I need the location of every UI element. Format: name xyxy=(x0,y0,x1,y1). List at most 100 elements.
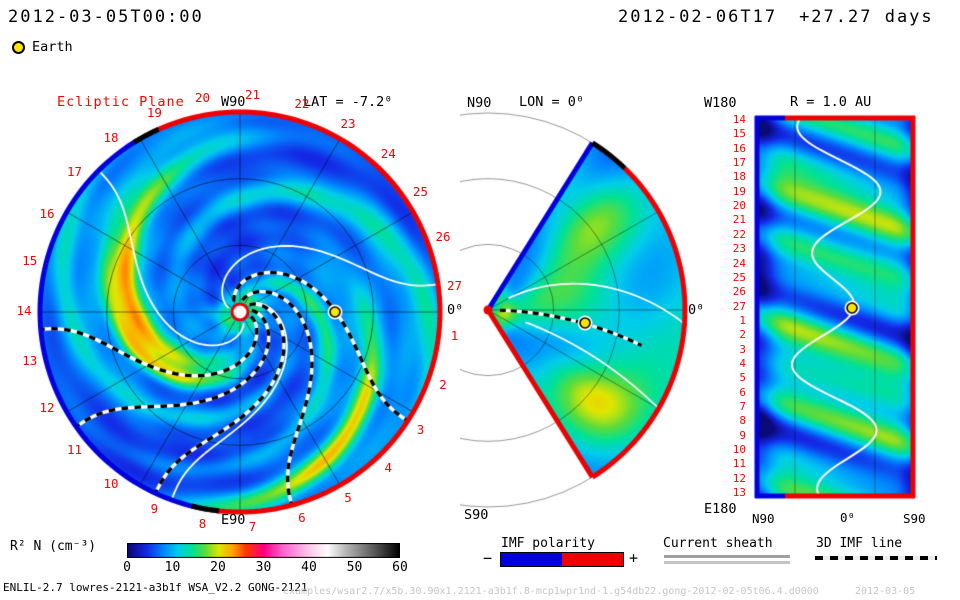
radial-day-tick: 23 xyxy=(732,242,746,256)
radial-day-tick: 26 xyxy=(732,285,746,299)
radial-xtick-zero: 0⁰ xyxy=(840,510,856,525)
ecliptic-day-tick: 21 xyxy=(245,87,261,103)
earth-legend-icon xyxy=(12,41,25,54)
ecliptic-day-tick: 13 xyxy=(22,352,38,368)
colorbar-tick: 10 xyxy=(164,560,181,575)
ecliptic-axis-top: W90 xyxy=(221,94,246,110)
radial-day-tick: 24 xyxy=(732,256,746,270)
meridional-axis-right: 0⁰ xyxy=(688,302,705,318)
ecliptic-day-tick: 24 xyxy=(380,145,396,161)
imf-plus-sign: + xyxy=(629,549,639,567)
ecliptic-day-tick: 8 xyxy=(198,515,207,531)
earth-legend-label: Earth xyxy=(32,39,73,55)
imf-polarity-label: IMF polarity xyxy=(501,536,595,551)
radial-day-tick: 2 xyxy=(739,328,746,342)
ecliptic-day-tick: 25 xyxy=(412,184,428,200)
colorbar-tick: 60 xyxy=(392,560,408,575)
imf-minus-sign: − xyxy=(483,549,493,567)
ecliptic-day-tick: 18 xyxy=(103,129,119,145)
radial-day-tick: 19 xyxy=(732,184,746,198)
radial-title: R = 1.0 AU xyxy=(790,94,872,110)
ecliptic-day-tick: 22 xyxy=(294,96,310,112)
colorbar-tick: 40 xyxy=(301,560,317,575)
ecliptic-day-tick: 2 xyxy=(439,376,447,392)
colorbar-tick: 0 xyxy=(123,560,131,575)
radial-day-tick: 5 xyxy=(739,371,746,385)
radial-day-tick: 13 xyxy=(732,486,746,500)
current-datetime: 2012-03-05T00:00 xyxy=(8,7,204,27)
radial-day-tick: 8 xyxy=(739,414,746,428)
run-start-datetime: 2012-02-06T17 xyxy=(618,7,778,27)
model-info: ENLIL-2.7 lowres-2121-a3b1f WSA_V2.2 GON… xyxy=(3,581,308,594)
radial-day-tick: 10 xyxy=(732,443,746,457)
ecliptic-day-tick: 27 xyxy=(447,277,463,293)
radial-day-tick: 11 xyxy=(732,457,746,471)
ecliptic-day-tick: 17 xyxy=(67,164,83,180)
elapsed-days: +27.27 days xyxy=(799,7,934,27)
ecliptic-canvas xyxy=(30,102,450,522)
ecliptic-day-tick: 23 xyxy=(340,115,356,131)
ecliptic-day-tick: 7 xyxy=(248,518,257,534)
radial-day-tick: 1 xyxy=(739,313,746,327)
radial-day-tick: 6 xyxy=(739,385,746,399)
radial-day-tick: 21 xyxy=(732,213,746,227)
radial-canvas xyxy=(750,112,920,502)
radial-corner-topleft: W180 xyxy=(704,95,737,111)
radial-day-tick: 14 xyxy=(732,113,746,126)
ecliptic-lat-label: LAT = -7.2⁰ xyxy=(303,94,393,110)
radial-xtick-s90: S90 xyxy=(903,511,926,526)
ecliptic-day-tick: 4 xyxy=(384,460,392,476)
radial-day-tick: 20 xyxy=(732,199,746,213)
ecliptic-day-tick: 19 xyxy=(146,104,162,120)
current-sheath-line-1 xyxy=(664,555,790,558)
imf-line-label: 3D IMF line xyxy=(816,536,903,551)
imf-positive-swatch xyxy=(562,553,623,566)
ecliptic-day-tick: 6 xyxy=(298,509,306,525)
ecliptic-day-tick: 26 xyxy=(435,229,451,245)
radial-day-tick: 17 xyxy=(732,156,746,170)
ecliptic-day-tick: 16 xyxy=(39,206,55,222)
imf-polarity-bar xyxy=(500,552,624,567)
colorbar-tick: 20 xyxy=(210,560,226,575)
colorbar-tick: 50 xyxy=(346,560,363,575)
imf-line-sample xyxy=(815,556,937,560)
ecliptic-day-tick: 10 xyxy=(103,476,119,492)
radial-day-tick: 27 xyxy=(732,299,746,313)
radial-day-tick: 25 xyxy=(732,270,746,284)
ecliptic-day-tick: 20 xyxy=(194,90,211,106)
radial-day-tick: 22 xyxy=(732,227,746,241)
meridional-axis-top: N90 xyxy=(467,95,492,111)
radial-xtick-n90: N90 xyxy=(752,511,775,526)
radial-day-tick: 12 xyxy=(732,471,746,485)
radial-day-tick: 9 xyxy=(739,428,746,442)
colorbar-label: R² N (cm⁻³) xyxy=(10,539,97,554)
radial-day-tick: 15 xyxy=(732,127,746,141)
watermark-text: examples/wsar2.7/x5b.30.90x1.2121-a3b1f.… xyxy=(283,586,916,597)
colorbar-tick: 30 xyxy=(255,560,272,575)
radial-day-tick: 18 xyxy=(732,170,746,184)
meridional-axis-bottom: S90 xyxy=(464,507,489,523)
meridional-title: LON = 0⁰ xyxy=(519,94,585,110)
radial-day-tick: 4 xyxy=(739,356,746,370)
radial-day-tick: 3 xyxy=(739,342,746,356)
ecliptic-day-tick: 5 xyxy=(344,490,352,506)
radial-day-tick: 16 xyxy=(732,141,746,155)
ecliptic-day-tick: 3 xyxy=(416,421,425,437)
colorbar-canvas xyxy=(127,543,400,558)
ecliptic-title: Ecliptic Plane xyxy=(57,94,185,110)
current-sheath-label: Current sheath xyxy=(663,536,773,551)
ecliptic-day-tick: 12 xyxy=(39,399,55,415)
ecliptic-axis-bottom: E90 xyxy=(221,512,246,528)
ecliptic-axis-right: 0⁰ xyxy=(447,302,464,318)
ecliptic-day-tick: 1 xyxy=(450,328,459,344)
imf-negative-swatch xyxy=(501,553,562,566)
ecliptic-day-tick: 14 xyxy=(16,303,32,318)
meridional-canvas xyxy=(460,100,700,520)
run-reference: 2012-02-06T17 +27.27 days xyxy=(618,7,934,28)
ecliptic-day-tick: 11 xyxy=(67,441,83,457)
radial-corner-bottomleft: E180 xyxy=(704,501,737,517)
current-sheath-line-2 xyxy=(664,561,790,564)
radial-day-tick: 7 xyxy=(739,400,746,413)
ecliptic-day-tick: 9 xyxy=(150,501,159,517)
